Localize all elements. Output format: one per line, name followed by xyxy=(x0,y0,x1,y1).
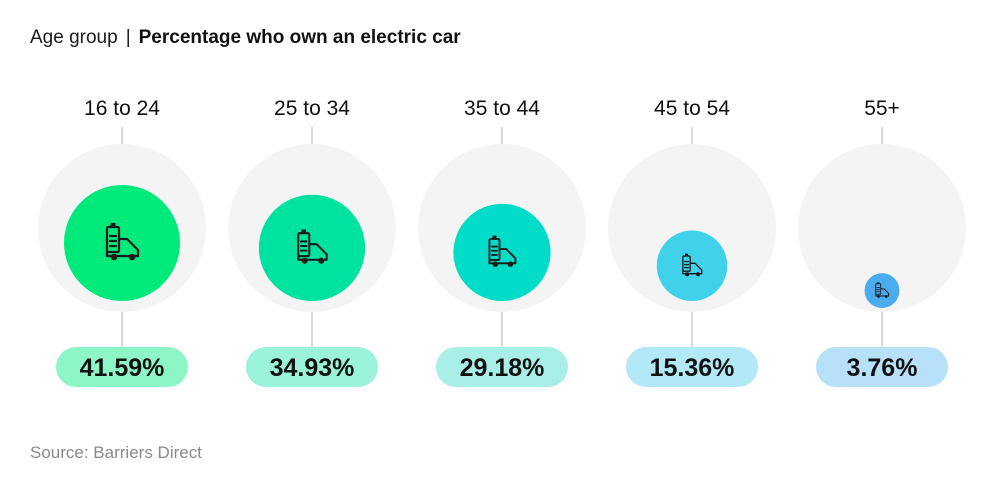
value-bubble xyxy=(453,203,551,301)
electric-van-icon xyxy=(682,253,703,277)
value-bubble xyxy=(64,185,180,301)
chart-header: Age group | Percentage who own an electric… xyxy=(30,26,461,50)
chart-title: Percentage who own an electric car xyxy=(138,27,461,48)
electric-van-icon xyxy=(297,229,328,264)
category-label: 16 to 24 xyxy=(84,97,160,120)
backdrop-circle xyxy=(608,144,776,312)
category-label: 45 to 54 xyxy=(654,97,730,120)
category-label: Age group xyxy=(30,27,118,48)
value-bubble xyxy=(864,273,900,308)
bubble-group: 35 to 44 29.18% xyxy=(418,97,586,387)
value-bubble xyxy=(656,230,728,301)
value-pill xyxy=(816,347,948,387)
value-bubble xyxy=(258,194,366,301)
bubble-group: 55+ 3.76% xyxy=(798,97,966,387)
backdrop-circle xyxy=(798,144,966,312)
category-label: 55+ xyxy=(864,97,900,120)
header-separator: | xyxy=(125,27,131,48)
value-label: 41.59% xyxy=(80,354,165,382)
value-label: 29.18% xyxy=(460,354,545,382)
electric-van-icon xyxy=(875,282,890,298)
value-pill xyxy=(436,347,568,387)
bubble-group: 25 to 34 34.93% xyxy=(228,97,396,387)
value-pill xyxy=(56,347,188,387)
category-label: 25 to 34 xyxy=(274,97,350,120)
value-label: 34.93% xyxy=(270,354,355,382)
value-label: 15.36% xyxy=(650,354,735,382)
source-note: Source: Barriers Direct xyxy=(30,443,202,462)
value-label: 3.76% xyxy=(847,354,918,382)
category-label: 35 to 44 xyxy=(464,97,540,120)
bubble-group: 45 to 54 15.36% xyxy=(608,97,776,387)
value-pill xyxy=(626,347,758,387)
electric-van-icon xyxy=(105,223,140,261)
value-pill xyxy=(246,347,378,387)
bubble-chart: 16 to 24 41.59% 25 to 34 34.93% 35 to 44 29.1… xyxy=(38,97,966,387)
electric-van-icon xyxy=(488,235,517,267)
bubble-group: 16 to 24 41.59% xyxy=(38,97,206,387)
